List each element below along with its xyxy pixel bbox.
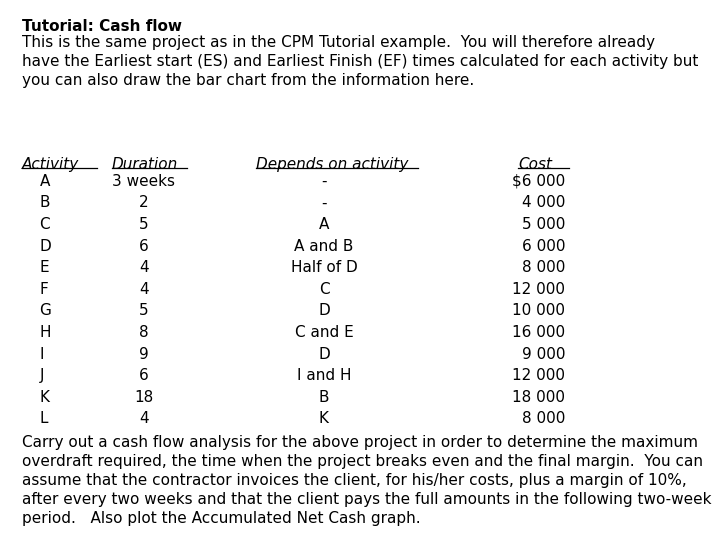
Text: L: L: [40, 411, 48, 427]
Text: 4: 4: [139, 411, 149, 427]
Text: Duration: Duration: [112, 157, 178, 172]
Text: D: D: [318, 303, 330, 319]
Text: 10 000: 10 000: [512, 303, 565, 319]
Text: 5: 5: [139, 303, 149, 319]
Text: C: C: [40, 217, 50, 232]
Text: -: -: [321, 195, 327, 211]
Text: -: -: [321, 174, 327, 189]
Text: 2: 2: [139, 195, 149, 211]
Text: G: G: [40, 303, 51, 319]
Text: 12 000: 12 000: [512, 282, 565, 297]
Text: I and H: I and H: [297, 368, 351, 383]
Text: K: K: [319, 411, 329, 427]
Text: 18 000: 18 000: [512, 390, 565, 405]
Text: 4: 4: [139, 282, 149, 297]
Text: 5 000: 5 000: [522, 217, 565, 232]
Text: H: H: [40, 325, 51, 340]
Text: This is the same project as in the CPM Tutorial example.  You will therefore alr: This is the same project as in the CPM T…: [22, 35, 698, 89]
Text: 8 000: 8 000: [522, 260, 565, 275]
Text: 6: 6: [139, 239, 149, 254]
Text: C: C: [319, 282, 329, 297]
Text: E: E: [40, 260, 49, 275]
Text: 3 weeks: 3 weeks: [112, 174, 176, 189]
Text: A: A: [319, 217, 329, 232]
Text: 16 000: 16 000: [512, 325, 565, 340]
Text: Half of D: Half of D: [291, 260, 357, 275]
Text: Depends on activity: Depends on activity: [256, 157, 408, 172]
Text: D: D: [40, 239, 51, 254]
Text: Activity: Activity: [22, 157, 79, 172]
Text: $6 000: $6 000: [512, 174, 565, 189]
Text: 8 000: 8 000: [522, 411, 565, 427]
Text: J: J: [40, 368, 44, 383]
Text: D: D: [318, 347, 330, 362]
Text: A and B: A and B: [294, 239, 354, 254]
Text: 4 000: 4 000: [522, 195, 565, 211]
Text: B: B: [319, 390, 329, 405]
Text: I: I: [40, 347, 44, 362]
Text: 9 000: 9 000: [522, 347, 565, 362]
Text: 6 000: 6 000: [522, 239, 565, 254]
Text: F: F: [40, 282, 48, 297]
Text: 12 000: 12 000: [512, 368, 565, 383]
Text: 9: 9: [139, 347, 149, 362]
Text: B: B: [40, 195, 50, 211]
Text: Cost: Cost: [518, 157, 552, 172]
Text: K: K: [40, 390, 50, 405]
Text: Carry out a cash flow analysis for the above project in order to determine the m: Carry out a cash flow analysis for the a…: [22, 435, 711, 526]
Text: 8: 8: [139, 325, 149, 340]
Text: 5: 5: [139, 217, 149, 232]
Text: 18: 18: [135, 390, 153, 405]
Text: 4: 4: [139, 260, 149, 275]
Text: C and E: C and E: [294, 325, 354, 340]
Text: A: A: [40, 174, 50, 189]
Text: 6: 6: [139, 368, 149, 383]
Text: Tutorial: Cash flow: Tutorial: Cash flow: [22, 19, 181, 34]
